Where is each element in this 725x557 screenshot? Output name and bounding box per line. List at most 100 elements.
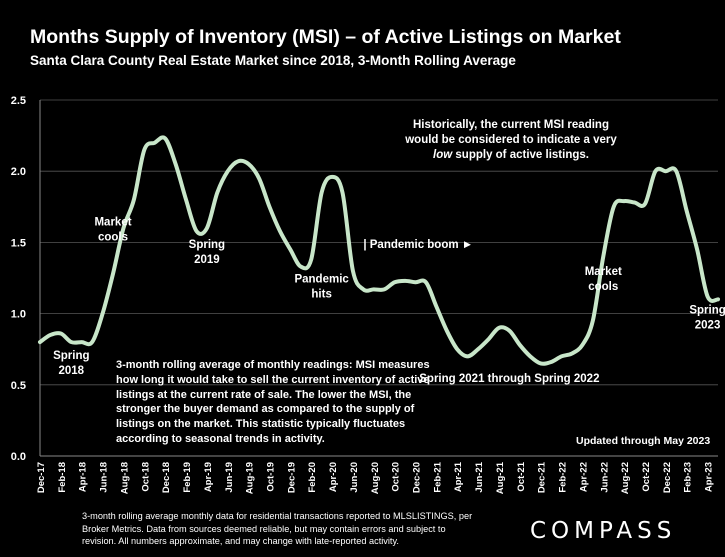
x-tick-label: Jun-20 xyxy=(349,462,360,493)
x-tick-label: Oct-21 xyxy=(516,461,527,491)
msi-data-point xyxy=(39,341,41,343)
msi-data-point xyxy=(60,332,62,335)
msi-data-point xyxy=(539,362,542,365)
msi-data-point xyxy=(717,298,719,301)
msi-data-point xyxy=(268,206,271,208)
updated-note: Updated through May 2023 xyxy=(576,435,711,447)
x-tick-label: Jun-22 xyxy=(599,462,610,493)
x-tick-label: Aug-21 xyxy=(495,461,506,494)
x-tick-label: Dec-21 xyxy=(537,461,548,493)
x-tick-label: Apr-21 xyxy=(453,461,464,492)
historical-note-line-3-rest: supply of active listings. xyxy=(452,149,589,161)
msi-data-point xyxy=(49,334,52,336)
msi-data-point xyxy=(456,348,459,351)
msi-data-point xyxy=(477,348,479,351)
x-tick-label: Dec-18 xyxy=(161,462,172,493)
y-tick-label: 0.0 xyxy=(11,451,26,463)
historical-note: Historically, the current MSI reading wo… xyxy=(386,118,636,163)
chart-annotation: hits xyxy=(311,288,331,300)
x-tick-label: Oct-20 xyxy=(391,462,402,492)
msi-data-point xyxy=(498,327,500,329)
x-tick-label: Aug-20 xyxy=(370,462,381,494)
msi-data-point xyxy=(571,352,573,355)
msi-data-point xyxy=(247,163,250,165)
x-tick-label: Oct-22 xyxy=(641,462,652,492)
x-tick-label: Aug-22 xyxy=(620,462,631,494)
chart-annotation: Spring xyxy=(189,239,225,251)
msi-data-point xyxy=(133,198,135,201)
x-tick-label: Feb-21 xyxy=(432,461,443,492)
chart-annotation: Spring 2021 through Spring 2022 xyxy=(419,373,599,385)
msi-data-point xyxy=(299,265,302,268)
msi-data-point xyxy=(91,341,93,343)
msi-data-point xyxy=(320,191,323,194)
msi-data-point xyxy=(665,170,667,172)
msi-data-point xyxy=(80,341,83,343)
historical-note-line-2: would be considered to indicate a very xyxy=(405,134,617,146)
msi-data-point xyxy=(654,170,657,172)
msi-data-point xyxy=(592,319,594,322)
msi-data-point xyxy=(519,344,521,346)
msi-data-point xyxy=(341,191,344,194)
x-tick-label: Feb-23 xyxy=(683,462,694,493)
msi-data-point xyxy=(696,248,698,251)
msi-data-point xyxy=(352,270,354,272)
msi-data-point xyxy=(122,227,125,229)
msi-data-point xyxy=(633,201,636,204)
chart-title: Months Supply of Inventory (MSI) – of Ac… xyxy=(30,26,621,48)
y-tick-label: 2.5 xyxy=(11,95,26,107)
definition-note: 3-month rolling average of monthly readi… xyxy=(116,359,430,445)
msi-data-point xyxy=(70,341,73,343)
msi-data-point xyxy=(226,170,229,172)
x-tick-label: Apr-22 xyxy=(578,462,589,492)
y-tick-label: 1.5 xyxy=(11,237,26,249)
x-tick-label: Apr-18 xyxy=(78,462,89,492)
msi-data-point xyxy=(550,361,552,363)
y-tick-label: 0.5 xyxy=(11,380,26,392)
msi-data-point xyxy=(372,288,375,291)
x-tick-label: Feb-20 xyxy=(307,462,318,493)
msi-data-point xyxy=(143,149,146,151)
msi-data-point xyxy=(508,329,511,332)
msi-data-point xyxy=(237,160,239,163)
x-tick-label: Oct-18 xyxy=(140,462,151,492)
x-tick-label: Jun-21 xyxy=(474,461,485,492)
y-tick-label: 1.0 xyxy=(11,309,26,321)
msi-data-point xyxy=(487,338,490,341)
msi-data-point xyxy=(185,198,187,201)
msi-data-point xyxy=(602,255,605,258)
msi-data-point xyxy=(581,344,584,346)
chart-annotation: | Pandemic boom ► xyxy=(363,239,473,251)
msi-data-point xyxy=(362,288,365,291)
x-tick-label: Feb-18 xyxy=(57,462,68,493)
msi-data-point xyxy=(414,281,417,284)
chart-annotation: 2019 xyxy=(194,254,220,266)
msi-data-point xyxy=(623,200,625,202)
historical-note-line-1: Historically, the current MSI reading xyxy=(413,119,609,131)
msi-data-point xyxy=(425,281,427,284)
x-tick-label: Oct-19 xyxy=(265,462,276,492)
msi-data-point xyxy=(612,206,615,208)
compass-logo: COMPASS xyxy=(530,518,677,544)
msi-data-point xyxy=(258,177,260,180)
msi-data-point xyxy=(279,230,281,232)
chart-annotation: 2018 xyxy=(58,365,84,377)
chart-annotation: Market xyxy=(94,216,131,228)
x-tick-label: Apr-19 xyxy=(203,462,214,492)
msi-data-point xyxy=(310,258,313,261)
x-tick-label: Dec-17 xyxy=(36,462,47,493)
msi-data-point xyxy=(560,355,563,358)
msi-data-point xyxy=(216,191,219,194)
x-tick-label: Apr-23 xyxy=(704,462,715,492)
x-tick-label: Aug-18 xyxy=(119,462,130,494)
msi-data-point xyxy=(164,137,166,140)
x-tick-label: Dec-22 xyxy=(662,462,673,493)
x-tick-label: Dec-19 xyxy=(286,462,297,493)
msi-data-point xyxy=(383,288,386,291)
x-tick-label: Feb-22 xyxy=(558,462,569,493)
msi-data-point xyxy=(393,281,396,284)
chart-annotation: Spring xyxy=(689,305,725,317)
x-tick-label: Aug-19 xyxy=(245,462,256,494)
x-tick-label: Jun-19 xyxy=(224,462,235,493)
